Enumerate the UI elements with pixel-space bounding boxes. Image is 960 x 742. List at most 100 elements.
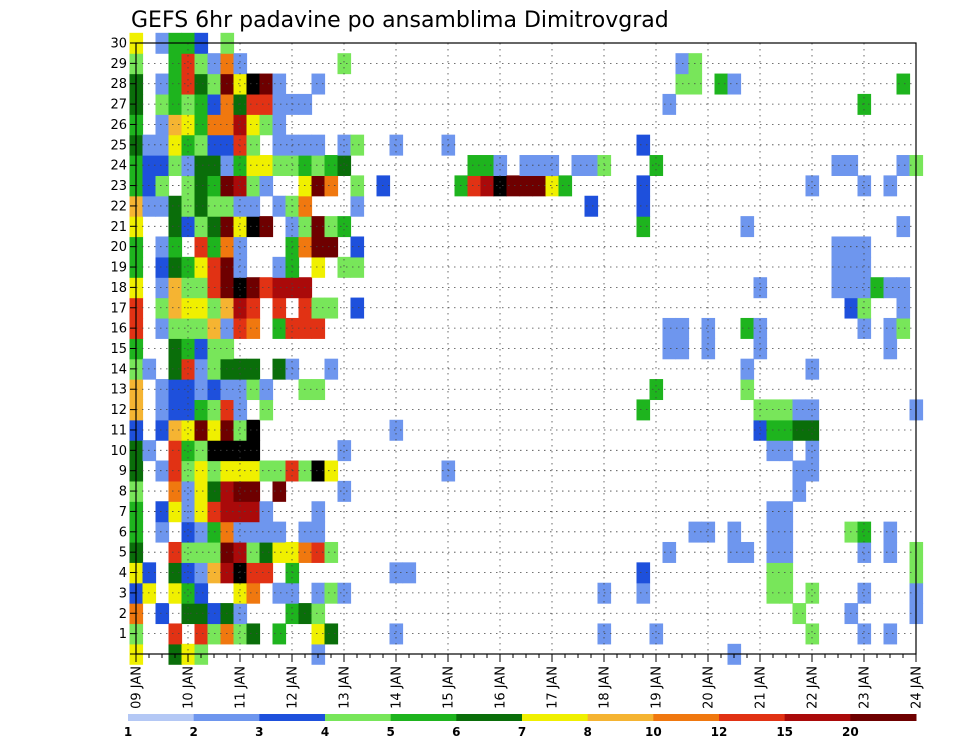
heatmap-cell bbox=[636, 399, 651, 421]
heatmap-cell bbox=[701, 317, 716, 339]
colorbar-swatch bbox=[325, 714, 392, 721]
heatmap-cell bbox=[272, 256, 287, 278]
heatmap-cell bbox=[350, 236, 365, 258]
heatmap-cell bbox=[324, 541, 339, 563]
heatmap-cell bbox=[194, 603, 209, 625]
colorbar-label: 2 bbox=[189, 725, 197, 739]
colorbar-label: 20 bbox=[842, 725, 859, 739]
heatmap-cell bbox=[155, 175, 170, 197]
heatmap-cell bbox=[636, 582, 651, 604]
heatmap-cell bbox=[480, 175, 495, 197]
heatmap-cell bbox=[883, 338, 898, 360]
x-axis: 09 JAN 10 JAN 11 JAN 12 JAN 13 JAN 14 JAN 15 J… bbox=[130, 654, 925, 709]
heatmap-cell bbox=[194, 53, 209, 75]
y-tick-label: 18 bbox=[110, 281, 127, 296]
colorbar-label: 7 bbox=[518, 725, 526, 739]
heatmap-cell bbox=[194, 582, 209, 604]
heatmap-cell bbox=[155, 195, 170, 217]
heatmap-cell bbox=[181, 562, 196, 584]
colorbar-swatch bbox=[259, 714, 326, 721]
heatmap-cell bbox=[883, 175, 898, 197]
heatmap-cell bbox=[259, 521, 274, 543]
heatmap-cell bbox=[701, 338, 716, 360]
heatmap-cell bbox=[792, 399, 807, 421]
heatmap-cell bbox=[168, 93, 183, 115]
heatmap-cell bbox=[857, 175, 872, 197]
heatmap-cell bbox=[259, 155, 274, 176]
heatmap-cell bbox=[506, 175, 521, 197]
x-tick-label: 09 JAN bbox=[130, 666, 145, 709]
heatmap-cell bbox=[181, 460, 196, 482]
heatmap-cell bbox=[194, 256, 209, 278]
heatmap-cell bbox=[181, 317, 196, 339]
heatmap-cell bbox=[246, 562, 261, 584]
heatmap-cell bbox=[662, 338, 677, 360]
heatmap-cell bbox=[272, 114, 287, 136]
heatmap-cell bbox=[272, 93, 287, 115]
heatmap-cell bbox=[740, 541, 755, 563]
heatmap-cell bbox=[740, 379, 755, 401]
heatmap-cell bbox=[194, 277, 209, 299]
y-tick-label: 24 bbox=[110, 159, 127, 174]
x-tick-label: 16 JAN bbox=[494, 666, 509, 709]
heatmap-cell bbox=[181, 379, 196, 401]
heatmap-cell bbox=[246, 297, 261, 319]
heatmap-cell bbox=[168, 256, 183, 278]
heatmap-cell bbox=[701, 521, 716, 543]
heatmap-cell bbox=[168, 440, 183, 462]
heatmap-cell bbox=[155, 93, 170, 115]
heatmap-cell bbox=[389, 562, 404, 584]
x-tick-label: 24 JAN bbox=[910, 666, 925, 709]
heatmap-cell bbox=[805, 460, 820, 482]
heatmap-cell bbox=[896, 216, 911, 238]
heatmap-cell bbox=[168, 195, 183, 217]
heatmap-cell bbox=[649, 155, 664, 176]
heatmap-cell bbox=[883, 623, 898, 645]
heatmap-cell bbox=[194, 134, 209, 156]
heatmap-cells bbox=[129, 32, 924, 665]
y-tick-label: 3 bbox=[119, 586, 127, 601]
heatmap-cell bbox=[337, 582, 352, 604]
heatmap-cell bbox=[272, 155, 287, 176]
colorbar-swatch bbox=[587, 714, 654, 721]
heatmap-cell bbox=[324, 358, 339, 380]
heatmap-cell bbox=[181, 480, 196, 502]
heatmap-cell bbox=[233, 256, 248, 278]
heatmap-cell bbox=[870, 277, 885, 299]
x-tick-label: 13 JAN bbox=[338, 666, 353, 709]
colorbar-label: 4 bbox=[321, 725, 329, 739]
heatmap-cell bbox=[792, 603, 807, 625]
heatmap-cell bbox=[857, 236, 872, 258]
heatmap-cell bbox=[259, 277, 274, 299]
heatmap-cell bbox=[194, 338, 209, 360]
heatmap-cell bbox=[168, 562, 183, 584]
heatmap-cell bbox=[896, 297, 911, 319]
heatmap-cell bbox=[194, 155, 209, 176]
heatmap-cell bbox=[246, 440, 261, 462]
heatmap-cell bbox=[324, 175, 339, 197]
heatmap-cell bbox=[272, 480, 287, 502]
x-tick-label: 14 JAN bbox=[390, 666, 405, 709]
heatmap-cell bbox=[155, 603, 170, 625]
heatmap-cell bbox=[259, 175, 274, 197]
heatmap-cell bbox=[155, 256, 170, 278]
heatmap-cell bbox=[233, 440, 248, 462]
heatmap-cell bbox=[168, 338, 183, 360]
heatmap-cell bbox=[246, 134, 261, 156]
heatmap-cell bbox=[311, 501, 326, 523]
heatmap-cell bbox=[181, 114, 196, 136]
heatmap-cell bbox=[246, 419, 261, 441]
x-tick-label: 20 JAN bbox=[702, 666, 717, 709]
y-tick-label: 26 bbox=[110, 118, 127, 133]
heatmap-cell bbox=[857, 317, 872, 339]
heatmap-cell bbox=[584, 195, 599, 217]
colorbar-swatch bbox=[653, 714, 720, 721]
heatmap-cell bbox=[636, 175, 651, 197]
heatmap-cell bbox=[311, 236, 326, 258]
heatmap-cell bbox=[558, 175, 573, 197]
heatmap-cell bbox=[168, 399, 183, 421]
heatmap-cell bbox=[272, 134, 287, 156]
y-tick-label: 27 bbox=[110, 98, 127, 113]
x-tick-label: 23 JAN bbox=[858, 666, 873, 709]
heatmap-cell bbox=[272, 317, 287, 339]
